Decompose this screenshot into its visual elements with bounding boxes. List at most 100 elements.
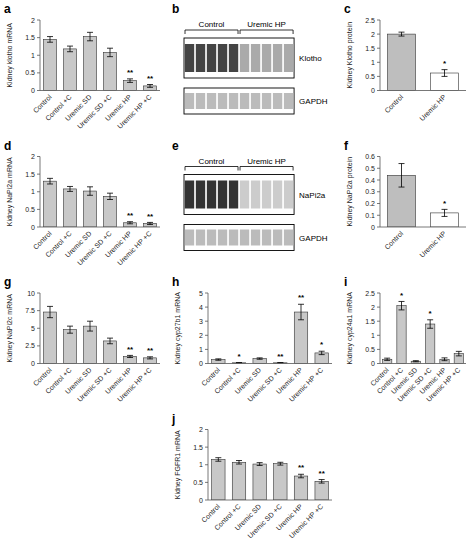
x-axis (40, 90, 160, 91)
y-tick-label: 0 (371, 87, 375, 94)
y-tick-label: 5 (199, 290, 203, 297)
error-bar (67, 326, 73, 333)
band (218, 230, 227, 246)
y-axis (208, 430, 209, 501)
y-tick-label: 0.5 (365, 165, 375, 172)
bracket-tick (293, 167, 294, 171)
error-bar (47, 178, 53, 184)
error-cap (236, 464, 242, 465)
x-axis (380, 90, 466, 91)
error-cap (399, 187, 405, 188)
band (185, 230, 194, 246)
band (284, 230, 293, 246)
significance: ** (147, 346, 154, 355)
error-line (444, 70, 445, 77)
y-tick-label: 0.5 (25, 69, 35, 76)
error-bar (413, 361, 419, 362)
error-cap (67, 326, 73, 327)
error-cap (298, 319, 304, 320)
bar (44, 312, 57, 363)
bar (274, 464, 287, 500)
x-tick-label: Control (383, 93, 404, 114)
band (185, 44, 194, 72)
error-cap (384, 358, 390, 359)
error-cap (67, 51, 73, 52)
band (218, 44, 227, 72)
y-axis (380, 293, 381, 364)
y-tick (377, 321, 380, 322)
error-bar (107, 338, 113, 344)
error-cap (47, 42, 53, 43)
error-line (259, 463, 260, 466)
bracket-line (240, 166, 293, 167)
y-tick (377, 203, 380, 204)
error-bar (147, 222, 153, 224)
bracket (185, 30, 238, 34)
significance: ** (127, 211, 134, 220)
band (262, 181, 271, 209)
band (207, 230, 216, 246)
error-bar (319, 351, 325, 354)
error-cap (147, 84, 153, 85)
bracket-line (185, 166, 238, 167)
x-tick-label: Uremic SD +C (76, 366, 113, 403)
band (196, 181, 205, 209)
error-line (401, 301, 402, 309)
figure: a00.511.52Kidney klotho mRNAControlContr… (0, 0, 474, 546)
y-tick (37, 156, 40, 157)
y-tick-label: 0.2 (365, 200, 375, 207)
error-bar (147, 85, 153, 88)
y-axis-label: Kidney FGFR1 mRNA (174, 430, 182, 499)
row-label: Klotho (299, 54, 322, 63)
y-tick-label: 1.5 (25, 34, 35, 41)
significance: ** (277, 352, 284, 361)
band (251, 181, 260, 209)
band (273, 230, 282, 246)
panel: j00.511.52Kidney FGFR1 mRNAControlContro… (171, 412, 332, 540)
x-tick-label: Uremic SD +C (246, 366, 283, 403)
band (196, 230, 205, 246)
error-cap (277, 362, 283, 363)
y-tick-label: 2 (371, 31, 375, 38)
error-line (321, 480, 322, 484)
band (240, 93, 249, 109)
x-axis (208, 500, 332, 501)
band (218, 93, 227, 109)
x-tick-label: Uremic HP +C (116, 230, 153, 267)
y-axis (40, 293, 41, 364)
y-tick (37, 310, 40, 311)
y-tick-label: 0.5 (365, 73, 375, 80)
band (262, 93, 271, 109)
bar (294, 312, 307, 363)
y-tick-label: 1.5 (193, 444, 203, 451)
band (273, 93, 282, 109)
error-line (70, 186, 71, 191)
bar (253, 359, 266, 364)
bar (232, 462, 245, 500)
y-tick-label: 0.5 (25, 206, 35, 213)
error-bar (67, 46, 73, 52)
error-cap (107, 193, 113, 194)
y-tick (205, 349, 208, 350)
error-cap (277, 465, 283, 466)
y-tick-label: 0 (31, 360, 35, 367)
error-line (70, 46, 71, 52)
error-line (110, 193, 111, 199)
error-cap (427, 319, 433, 320)
error-cap (47, 306, 53, 307)
error-cap (413, 360, 419, 361)
error-bar (298, 474, 304, 478)
y-tick (377, 34, 380, 35)
error-cap (47, 178, 53, 179)
significance: * (237, 352, 241, 361)
error-cap (107, 338, 113, 339)
y-tick-label: 2 (199, 426, 203, 433)
y-tick-label: 4 (199, 304, 203, 311)
x-tick-label: Uremic HP +C (116, 366, 153, 403)
y-tick (377, 168, 380, 169)
error-line (444, 209, 445, 216)
y-tick (37, 37, 40, 38)
y-axis-label: Kidney klotho mRNA (6, 23, 14, 88)
error-bar (456, 351, 462, 356)
y-axis (380, 20, 381, 91)
